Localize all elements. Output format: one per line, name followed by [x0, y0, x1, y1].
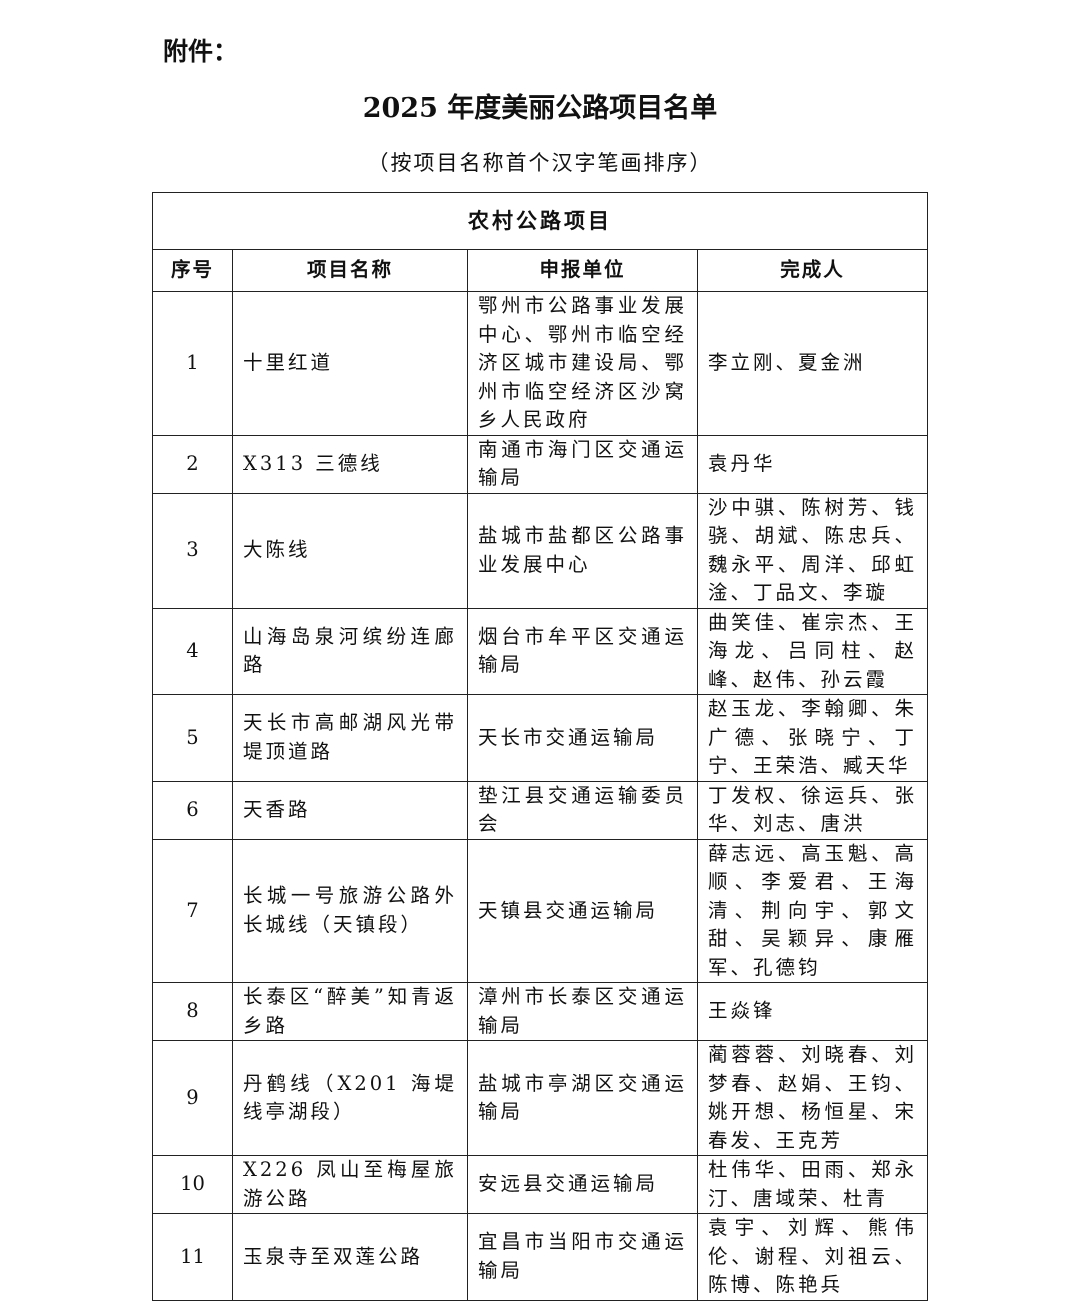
table-row: 2 X313 三德线 南通市海门区交通运输局 袁丹华 [152, 434, 928, 494]
applicant-unit: 盐城市盐都区公路事业发展中心 [467, 492, 698, 609]
row-number: 3 [152, 492, 233, 609]
contributors: 蔺蓉蓉、刘晓春、刘梦春、赵娟、王钧、姚开想、杨恒星、宋春发、王克芳 [697, 1040, 928, 1156]
project-name: 天长市高邮湖风光带堤顶道路 [232, 694, 468, 782]
section-title: 农村公路项目 [152, 192, 928, 250]
table-row: 1 十里红道 鄂州市公路事业发展中心、鄂州市临空经济区城市建设局、鄂州市临空经济区沙… [152, 291, 928, 436]
row-number: 2 [152, 434, 233, 494]
applicant-unit: 天镇县交通运输局 [467, 838, 698, 983]
row-number: 1 [152, 291, 233, 436]
contributors: 袁宇、刘辉、熊伟伦、谢程、刘祖云、陈博、陈艳兵 [697, 1213, 928, 1301]
contributors: 杜伟华、田雨、郑永汀、唐域荣、杜青 [697, 1155, 928, 1214]
applicant-unit: 安远县交通运输局 [467, 1155, 698, 1214]
table-row: 10 X226 凤山至梅屋旅游公路 安远县交通运输局 杜伟华、田雨、郑永汀、唐域荣、杜… [152, 1155, 928, 1214]
document-subtitle: （按项目名称首个汉字笔画排序） [367, 151, 713, 175]
row-number: 11 [152, 1213, 233, 1301]
row-number: 10 [152, 1155, 233, 1214]
project-name: X226 凤山至梅屋旅游公路 [232, 1155, 468, 1214]
applicant-unit: 天长市交通运输局 [467, 694, 698, 782]
table-row: 9 丹鹤线（X201 海堤线亭湖段） 盐城市亭湖区交通运输局 蔺蓉蓉、刘晓春、刘梦春、… [152, 1040, 928, 1156]
applicant-unit: 鄂州市公路事业发展中心、鄂州市临空经济区城市建设局、鄂州市临空经济区沙窝乡人民政… [467, 291, 698, 436]
row-number: 5 [152, 694, 233, 782]
project-name: 山海岛泉河缤纷连廊路 [232, 607, 468, 695]
contributors: 赵玉龙、李翰卿、朱广德、张晓宁、丁宁、王荣浩、臧天华 [697, 694, 928, 782]
row-number: 7 [152, 838, 233, 983]
contributors: 丁发权、徐运兵、张华、刘志、唐洪 [697, 780, 928, 840]
column-header-name: 项目名称 [232, 249, 468, 292]
applicant-unit: 垫江县交通运输委员会 [467, 780, 698, 840]
column-header-unit: 申报单位 [467, 249, 698, 292]
project-table: 农村公路项目 序号 项目名称 申报单位 完成人 1 十里红道 鄂州市公路事业发展中心… [152, 192, 928, 1301]
applicant-unit: 宜昌市当阳市交通运输局 [467, 1213, 698, 1301]
table-row: 8 长泰区“醉美”知青返乡路 漳州市长泰区交通运输局 王焱锋 [152, 982, 928, 1041]
table-row: 4 山海岛泉河缤纷连廊路 烟台市牟平区交通运输局 曲笑佳、崔宗杰、王海龙、吕同柱、赵峰… [152, 607, 928, 695]
table-row: 11 玉泉寺至双莲公路 宜昌市当阳市交通运输局 袁宇、刘辉、熊伟伦、谢程、刘祖云、陈博… [152, 1213, 928, 1301]
applicant-unit: 南通市海门区交通运输局 [467, 434, 698, 494]
contributors: 曲笑佳、崔宗杰、王海龙、吕同柱、赵峰、赵伟、孙云霞 [697, 607, 928, 695]
contributors: 李立刚、夏金洲 [697, 291, 928, 436]
project-name: X313 三德线 [232, 434, 468, 494]
applicant-unit: 烟台市牟平区交通运输局 [467, 607, 698, 695]
row-number: 6 [152, 780, 233, 840]
project-name: 丹鹤线（X201 海堤线亭湖段） [232, 1040, 468, 1156]
contributors: 袁丹华 [697, 434, 928, 494]
contributors: 沙中骐、陈树芳、钱骁、胡斌、陈忠兵、魏永平、周洋、邱虹淦、丁品文、李璇 [697, 492, 928, 609]
project-name: 十里红道 [232, 291, 468, 436]
attachment-label: 附件： [163, 37, 239, 66]
row-number: 8 [152, 982, 233, 1041]
table-row: 6 天香路 垫江县交通运输委员会 丁发权、徐运兵、张华、刘志、唐洪 [152, 780, 928, 840]
row-number: 4 [152, 607, 233, 695]
project-name: 天香路 [232, 780, 468, 840]
project-name: 大陈线 [232, 492, 468, 609]
contributors: 王焱锋 [697, 982, 928, 1041]
document-title: 2025 年度美丽公路项目名单 [362, 93, 718, 124]
table-row: 3 大陈线 盐城市盐都区公路事业发展中心 沙中骐、陈树芳、钱骁、胡斌、陈忠兵、魏永平、… [152, 492, 928, 609]
applicant-unit: 漳州市长泰区交通运输局 [467, 982, 698, 1041]
applicant-unit: 盐城市亭湖区交通运输局 [467, 1040, 698, 1156]
project-name: 玉泉寺至双莲公路 [232, 1213, 468, 1301]
row-number: 9 [152, 1040, 233, 1156]
column-header-no: 序号 [152, 249, 233, 292]
project-name: 长城一号旅游公路外长城线（天镇段） [232, 838, 468, 983]
contributors: 薛志远、高玉魁、高顺、李爱君、王海清、荆向宇、郭文甜、吴颖异、康雁军、孔德钧 [697, 838, 928, 983]
project-name: 长泰区“醉美”知青返乡路 [232, 982, 468, 1041]
table-row: 7 长城一号旅游公路外长城线（天镇段） 天镇县交通运输局 薛志远、高玉魁、高顺、李爱君… [152, 838, 928, 983]
column-header-people: 完成人 [697, 249, 928, 292]
table-row: 5 天长市高邮湖风光带堤顶道路 天长市交通运输局 赵玉龙、李翰卿、朱广德、张晓宁、丁宁… [152, 694, 928, 782]
